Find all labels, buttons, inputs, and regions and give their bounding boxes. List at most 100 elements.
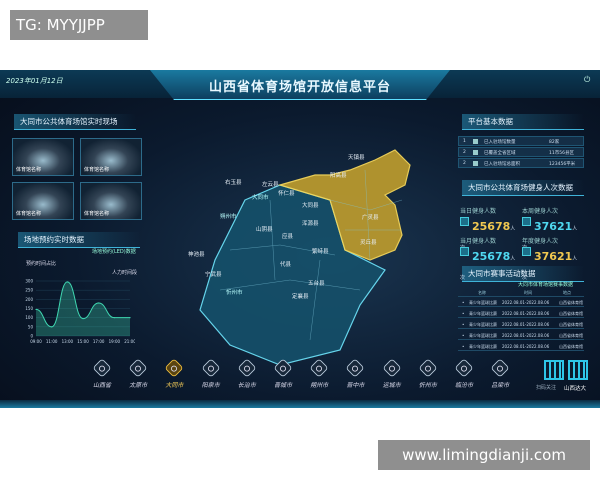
venue-name: 体育馆名称 [84,167,110,173]
data-point [129,317,131,319]
city-label: 临汾市 [454,382,473,389]
row-bullet: • [462,322,465,327]
event-place: 山西省体育馆 [559,333,583,338]
stat-icon [460,247,469,256]
stat-unit: 人次 [522,256,578,281]
row-value: 11市56县区 [549,151,574,156]
map-label[interactable]: 大同市 [252,195,269,201]
nav-city-8[interactable]: 运城市 [375,358,409,389]
event-name: 青少年篮球比赛 [469,344,497,349]
row-icon [473,139,478,144]
header-title-plate [150,70,450,100]
map-label[interactable]: 五台县 [308,281,325,287]
map-label[interactable]: 右玉县 [225,180,242,186]
qr-code[interactable] [568,360,588,380]
header-time: 时间 [524,290,532,295]
map-label[interactable]: 宁武县 [205,272,222,278]
map-label[interactable]: 忻州市 [226,290,243,296]
event-name: 青少年篮球比赛 [469,311,497,316]
nav-city-9[interactable]: 忻州市 [411,358,445,389]
x-tick-label: 09:00 [30,339,42,344]
event-row[interactable]: • 青少年篮球比赛 2022.08.01-2022.08.06 山西省体育馆 [458,298,584,307]
qr-code[interactable] [544,360,564,380]
event-row[interactable]: • 青少年篮球比赛 2022.08.01-2022.08.06 山西省体育馆 [458,342,584,351]
map-label[interactable]: 怀仁县 [278,191,295,197]
venue-name: 体育馆名称 [84,211,110,217]
row-n: 1 [463,139,466,144]
map-label[interactable]: 阳高县 [330,173,347,179]
row-icon [473,161,478,166]
map [199,149,411,366]
map-label[interactable]: 代县 [280,262,292,268]
chart-legend: 人力时间段 [112,270,138,276]
map-region-datong[interactable] [277,149,411,261]
area-fill [36,281,130,336]
city-label: 晋城市 [273,382,292,389]
venue-thumbnail[interactable]: 体育馆名称 [12,182,74,220]
nav-city-1[interactable]: 太原市 [121,358,155,389]
nav-city-11[interactable]: 吕梁市 [483,358,517,389]
city-label: 山西省 [92,382,111,389]
city-hex-icon [92,358,112,378]
map-label[interactable]: 左云县 [262,182,279,188]
row-bullet: • [462,300,465,305]
map-label[interactable]: 灵丘县 [360,240,377,246]
data-point [35,308,37,311]
base-data-row: 1 已入驻场馆数量 82家 [458,136,584,146]
row-label: 已覆盖全省区域 [484,151,516,156]
map-label[interactable]: 应县 [282,234,294,240]
city-hex-icon [237,358,257,378]
nav-city-2[interactable]: 大同市 [157,358,191,389]
map-label[interactable]: 朔州市 [220,214,237,220]
row-label: 已入驻场馆总面积 [484,162,520,167]
event-subtitle: 大同市体育场馆赛事数据 [518,282,574,288]
map-label[interactable]: 浑源县 [302,221,319,227]
event-row[interactable]: • 青少年篮球比赛 2022.08.01-2022.08.06 山西省体育馆 [458,320,584,329]
nav-city-0[interactable]: 山西省 [85,358,119,389]
row-value: 123456平米 [549,162,576,167]
map-label[interactable]: 神池县 [188,252,205,258]
fitness-title: 大同市公共体育场健身人次数据 [462,180,584,196]
nav-city-4[interactable]: 长治市 [230,358,264,389]
x-tick-label: 15:00 [77,339,89,344]
row-label: 已入驻场馆数量 [484,140,516,145]
city-hex-icon [345,358,366,378]
x-tick-label: 17:00 [93,339,105,344]
base-data-title: 平台基本数据 [462,114,584,130]
base-data-row: 2 已入驻场馆总面积 123456平米 [458,158,584,168]
city-label: 太原市 [129,382,148,389]
data-point [98,302,100,304]
nav-city-10[interactable]: 临汾市 [447,358,481,389]
city-label: 忻州市 [418,382,437,389]
stat-icon [460,217,469,226]
map-label[interactable]: 大同县 [302,203,319,209]
map-label[interactable]: 定襄县 [292,294,309,300]
nav-city-3[interactable]: 阳泉市 [194,358,228,389]
row-bullet: • [462,344,465,349]
row-n: 2 [463,161,466,166]
stat-label: 本周健身人次 [522,208,559,215]
venue-thumbnail[interactable]: 体育馆名称 [12,138,74,176]
nav-city-6[interactable]: 朔州市 [302,358,336,389]
stat-icon [522,247,531,256]
map-label[interactable]: 广灵县 [362,215,379,221]
header-name: 名称 [478,290,486,295]
stat-card: 本周健身人次37621人次 [522,206,582,251]
power-icon[interactable]: ⏻ [584,75,591,84]
map-label[interactable]: 天镇县 [348,155,365,161]
nav-city-5[interactable]: 晋城市 [266,358,300,389]
event-name: 青少年篮球比赛 [469,322,497,327]
stat-label: 当日健身人数 [460,208,497,215]
city-label: 运城市 [382,382,401,389]
stat-value: 25678 [472,220,511,233]
event-row[interactable]: • 青少年篮球比赛 2022.08.01-2022.08.06 山西省体育馆 [458,309,584,318]
event-row[interactable]: • 青少年篮球比赛 2022.08.01-2022.08.06 山西省体育馆 [458,331,584,340]
venue-thumbnail[interactable]: 体育馆名称 [80,182,142,220]
page-title: 山西省体育场馆开放信息平台 [208,80,391,95]
map-label[interactable]: 山阴县 [256,227,273,233]
venue-thumbnail[interactable]: 体育馆名称 [80,138,142,176]
y-tick-label: 0 [30,334,33,339]
nav-city-7[interactable]: 晋中市 [338,358,372,389]
event-place: 山西省体育馆 [559,300,583,305]
map-label[interactable]: 繁峙县 [312,249,329,255]
